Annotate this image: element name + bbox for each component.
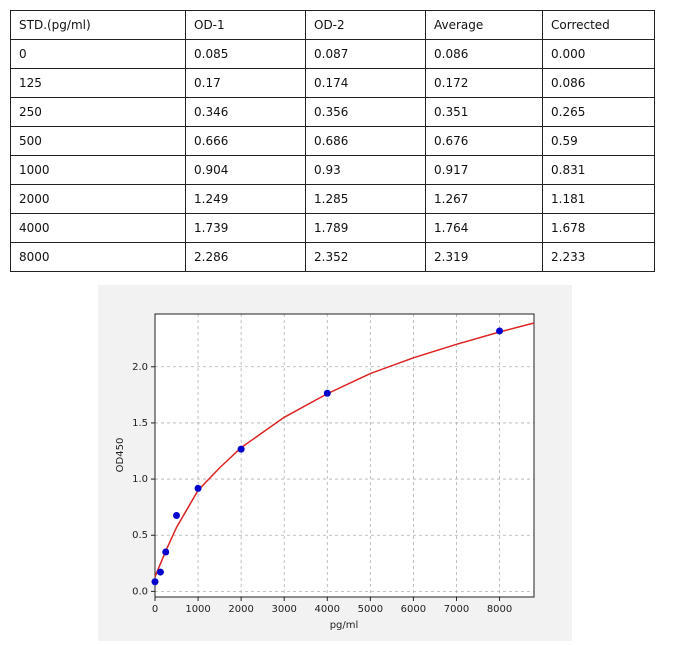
cell: 250 <box>10 97 186 127</box>
table-row: 0 0.085 0.087 0.086 0.000 <box>10 39 655 69</box>
cell: 0.666 <box>185 126 306 156</box>
cell: 125 <box>10 68 186 98</box>
data-point <box>156 568 164 576</box>
cell: 2000 <box>10 184 186 214</box>
cell: 0.917 <box>425 155 543 185</box>
cell: 0.831 <box>542 155 655 185</box>
cell: 0 <box>10 39 186 69</box>
cell: 1.789 <box>305 213 426 243</box>
data-point <box>151 578 159 586</box>
table-row: 8000 2.286 2.352 2.319 2.233 <box>10 242 655 272</box>
x-tick-label: 1000 <box>185 604 210 615</box>
y-tick-label: 0.5 <box>132 530 148 541</box>
cell: 2.233 <box>542 242 655 272</box>
cell: 0.174 <box>305 68 426 98</box>
cell: 0.904 <box>185 155 306 185</box>
cell: 2.286 <box>185 242 306 272</box>
fit-curve <box>154 322 535 578</box>
x-tick-label: 0 <box>152 604 158 615</box>
chart-panel: pg/ml OD450 0 1000 2000 3000 4000 5000 6000 700… <box>98 285 572 641</box>
table-row: 125 0.17 0.174 0.172 0.086 <box>10 68 655 98</box>
x-tick-label: 4000 <box>315 604 340 615</box>
data-point <box>162 548 170 556</box>
y-tick-label: 0.0 <box>132 586 148 597</box>
plot-frame <box>154 313 535 598</box>
y-tick-label: 2.0 <box>132 362 148 373</box>
y-tick-label: 1.5 <box>132 418 148 429</box>
cell: 0.17 <box>185 68 306 98</box>
cell: 0.172 <box>425 68 543 98</box>
x-tick-label: 7000 <box>444 604 469 615</box>
data-point <box>323 389 331 397</box>
cell: 500 <box>10 126 186 156</box>
table-row: 500 0.666 0.686 0.676 0.59 <box>10 126 655 156</box>
data-point <box>194 484 202 492</box>
header-cell: OD-2 <box>305 10 426 40</box>
cell: 0.265 <box>542 97 655 127</box>
cell: 2.352 <box>305 242 426 272</box>
header-cell: Corrected <box>542 10 655 40</box>
table-row: 2000 1.249 1.285 1.267 1.181 <box>10 184 655 214</box>
cell: 1000 <box>10 155 186 185</box>
table-row: 250 0.346 0.356 0.351 0.265 <box>10 97 655 127</box>
cell: 8000 <box>10 242 186 272</box>
table-row: 4000 1.739 1.789 1.764 1.678 <box>10 213 655 243</box>
cell: 1.764 <box>425 213 543 243</box>
data-point <box>237 445 245 453</box>
cell: 4000 <box>10 213 186 243</box>
data-point <box>496 327 504 335</box>
y-axis-label: OD450 <box>115 438 126 473</box>
cell: 0.346 <box>185 97 306 127</box>
cell: 1.267 <box>425 184 543 214</box>
table-row: 1000 0.904 0.93 0.917 0.831 <box>10 155 655 185</box>
x-tick-label: 3000 <box>271 604 296 615</box>
plot-area <box>155 314 534 597</box>
cell: 0.087 <box>305 39 426 69</box>
data-point <box>173 511 181 519</box>
cell: 0.086 <box>425 39 543 69</box>
x-tick-label: 5000 <box>358 604 383 615</box>
header-cell: Average <box>425 10 543 40</box>
cell: 0.93 <box>305 155 426 185</box>
data-table: STD.(pg/ml) OD-1 OD-2 Average Corrected 0 0.08… <box>10 10 655 272</box>
cell: 0.351 <box>425 97 543 127</box>
chart: pg/ml OD450 0 1000 2000 3000 4000 5000 6000 700… <box>115 313 535 631</box>
cell: 1.678 <box>542 213 655 243</box>
cell: 0.676 <box>425 126 543 156</box>
cell: 0.356 <box>305 97 426 127</box>
x-tick-label: 6000 <box>401 604 426 615</box>
cell: 0.686 <box>305 126 426 156</box>
cell: 1.739 <box>185 213 306 243</box>
cell: 0.085 <box>185 39 306 69</box>
x-tick-label: 8000 <box>487 604 512 615</box>
cell: 1.181 <box>542 184 655 214</box>
y-tick-label: 1.0 <box>132 474 148 485</box>
cell: 0.000 <box>542 39 655 69</box>
x-axis-label: pg/ml <box>330 620 359 631</box>
cell: 1.249 <box>185 184 306 214</box>
cell: 0.086 <box>542 68 655 98</box>
x-tick-label: 2000 <box>228 604 253 615</box>
header-cell: OD-1 <box>185 10 306 40</box>
header-cell: STD.(pg/ml) <box>10 10 186 40</box>
cell: 0.59 <box>542 126 655 156</box>
cell: 2.319 <box>425 242 543 272</box>
header-row: STD.(pg/ml) OD-1 OD-2 Average Corrected <box>10 10 655 40</box>
cell: 1.285 <box>305 184 426 214</box>
